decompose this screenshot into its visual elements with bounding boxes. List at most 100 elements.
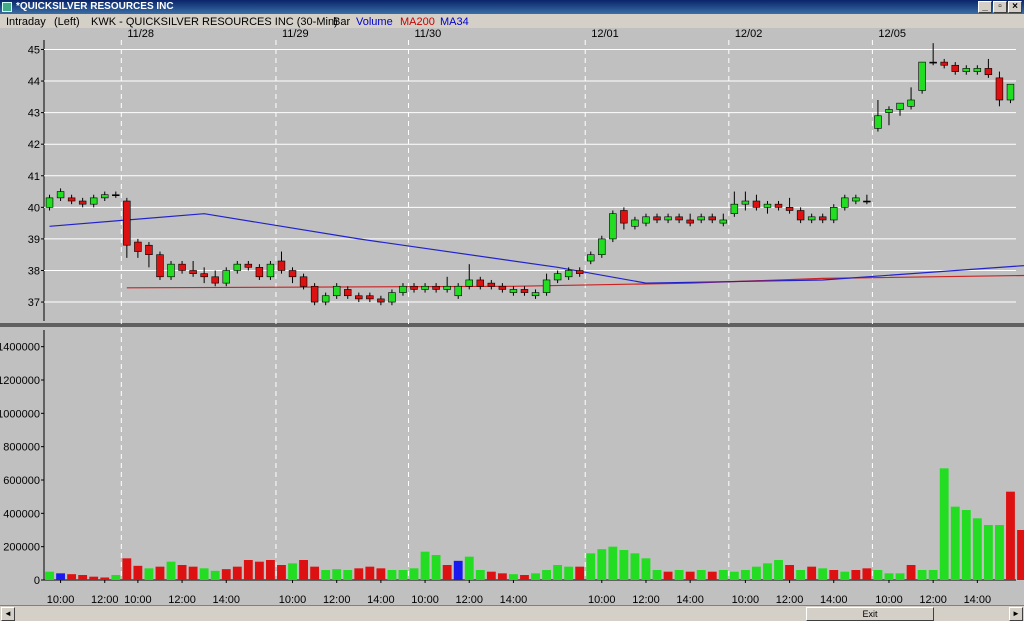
candle (277, 251, 286, 274)
window-title-bar: *QUICKSILVER RESOURCES INC _ ▫ × (0, 0, 1024, 14)
volume-bar (56, 573, 65, 580)
volume-bar (553, 565, 563, 580)
restore-button[interactable]: ▫ (993, 1, 1007, 13)
candle (830, 204, 838, 224)
volume-bar (254, 561, 264, 580)
candle-body (145, 244, 153, 255)
candle-body (675, 216, 683, 221)
candle-body (377, 298, 385, 303)
candle-body (487, 282, 496, 287)
volume-tick-label: 800000 (3, 442, 40, 454)
volume-bar (542, 570, 551, 580)
date-label: 12/05 (878, 28, 906, 40)
candle-body (719, 219, 728, 224)
candle-body (465, 279, 473, 287)
date-label: 11/28 (127, 28, 154, 40)
candle-body (388, 292, 396, 303)
volume-bar (497, 573, 507, 580)
candle (244, 261, 253, 271)
stock-chart[interactable]: 45 44 43 42 41 40 39 38 37 11/28 11/29 11/30 12/01 12… (0, 28, 1024, 605)
volume-bar (928, 570, 938, 580)
candle-body (266, 263, 275, 278)
volume-bar (564, 566, 574, 580)
candle (288, 267, 297, 284)
candle-body (366, 295, 374, 300)
volume-bar (78, 575, 88, 580)
volume-bar (785, 565, 794, 580)
volume-bar (774, 560, 783, 580)
candle-body (730, 203, 739, 214)
candle-body (929, 61, 937, 64)
horizontal-scrollbar[interactable]: ◄ Exit ► (0, 605, 1024, 621)
volume-bar (420, 551, 430, 580)
candle (200, 267, 208, 284)
time-tick-label: 10:00 (47, 594, 75, 605)
price-tick-label: 38 (28, 265, 40, 277)
candle-body (830, 207, 838, 221)
candle (664, 213, 672, 224)
volume-bar (266, 560, 275, 580)
volume-bar (343, 570, 353, 580)
candle-body (233, 263, 242, 271)
candle (929, 43, 937, 66)
candle (344, 286, 352, 299)
volume-bar (45, 571, 54, 580)
candle (189, 261, 197, 277)
candle (686, 213, 694, 227)
candle-body (907, 99, 915, 107)
time-tick-label: 12:00 (776, 594, 804, 605)
candle-body (277, 260, 286, 271)
scrollbar-thumb[interactable]: Exit (806, 607, 934, 621)
volume-bar (818, 568, 828, 580)
candle (222, 267, 230, 287)
chart-info-bar: Intraday (Left) KWK - QUICKSILVER RESOUR… (0, 14, 1024, 30)
volume-bar (685, 571, 695, 580)
candle (918, 61, 926, 94)
candle (134, 238, 142, 258)
time-tick-label: 12:00 (455, 594, 483, 605)
candle-body (642, 216, 650, 224)
mode-label: Intraday (6, 16, 46, 28)
candle-body (288, 270, 297, 278)
candle-body (774, 203, 783, 208)
volume-bar (939, 468, 949, 580)
candle-body (841, 197, 849, 208)
candle-body (443, 285, 451, 290)
minimize-button[interactable]: _ (978, 1, 992, 13)
volume-bar (520, 575, 529, 580)
candle (896, 102, 904, 116)
candle-body (509, 289, 518, 293)
volume-bar (641, 558, 651, 580)
time-tick-label: 14:00 (676, 594, 704, 605)
candle-body (454, 285, 462, 297)
volume-tick-label: 1400000 (0, 342, 40, 354)
candle-body (752, 200, 761, 208)
price-tick-label: 37 (28, 297, 40, 309)
volume-bar (983, 525, 993, 580)
candle (388, 289, 396, 306)
volume-bar (707, 571, 717, 580)
candle-body (598, 238, 606, 255)
ma34-legend: MA34 (440, 16, 469, 28)
candle (366, 292, 374, 303)
candle (1006, 83, 1015, 104)
candle (498, 283, 507, 293)
candle-body (410, 285, 418, 290)
candle (807, 213, 816, 224)
bar-type-label: Bar (333, 16, 351, 28)
candle-body (796, 210, 805, 221)
close-button[interactable]: × (1008, 1, 1022, 13)
candle (56, 188, 65, 202)
candle-body (631, 219, 639, 227)
volume-bar (718, 570, 728, 580)
candle-body (344, 289, 352, 297)
candle (45, 194, 54, 211)
volume-bar (310, 566, 320, 580)
volume-bar (873, 570, 883, 580)
volume-bar (763, 563, 772, 580)
scroll-left-arrow-icon[interactable]: ◄ (1, 607, 15, 621)
scroll-right-arrow-icon[interactable]: ► (1009, 607, 1023, 621)
candle-body (785, 207, 794, 211)
volume-bar (696, 570, 706, 580)
candle (885, 106, 893, 126)
